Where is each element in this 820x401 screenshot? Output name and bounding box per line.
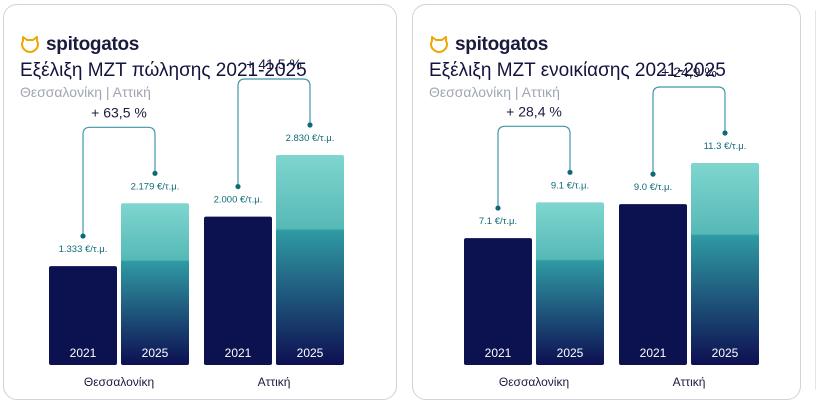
category-label-1: Αττική [673, 375, 706, 389]
category-label-0: Θεσσαλονίκη [499, 375, 569, 389]
connector-dot-2021-0 [495, 205, 501, 211]
connector-dot-2021-0 [80, 233, 86, 239]
change-percent-label-0: + 63,5 % [91, 104, 147, 120]
value-label-2021-0: 7.1 €/τ.μ. [479, 216, 517, 227]
bar-2021-1 [204, 216, 272, 365]
brand-name: spitogatos [455, 34, 549, 55]
bar-year-label-2021-1: 2021 [225, 346, 252, 360]
bar-year-label-2021-1: 2021 [640, 346, 667, 360]
bar-2025-0 [121, 203, 189, 365]
category-label-0: Θεσσαλονίκη [84, 375, 154, 389]
connector-dot-2025-0 [567, 169, 573, 175]
value-label-2025-1: 2.830 €/τ.μ. [286, 133, 335, 144]
brand-name: spitogatos [46, 34, 140, 55]
connector-dot-2025-1 [307, 122, 313, 128]
chart-title: Εξέλιξη ΜΖΤ πώλησης 2021-2025 [20, 60, 307, 81]
bar-2025-1 [691, 163, 759, 365]
chart-title: Εξέλιξη ΜΖΤ ενοικίασης 2021-2025 [429, 60, 726, 81]
value-label-2025-0: 2.179 €/τ.μ. [131, 181, 180, 192]
brand-logo: spitogatos [20, 33, 139, 57]
rent-price-chart-card: spitogatos Εξέλιξη ΜΖΤ ενοικίασης 2021-2… [412, 4, 801, 400]
change-percent-label-0: + 28,4 % [506, 103, 562, 119]
sale-bar-chart: 2021 2025 1.333 €/τ.μ. 2.179 €/τ.μ. + 63,5 %… [49, 56, 344, 389]
category-label-1: Αττική [258, 375, 291, 389]
value-label-2021-1: 2.000 €/τ.μ. [214, 195, 263, 206]
change-percent-label-1: + 41,5 % [246, 56, 302, 72]
brand-logo: spitogatos [429, 33, 548, 57]
change-connector-0 [82, 126, 156, 237]
chart-subtitle: Θεσσαλονίκη | Αττική [429, 84, 560, 100]
bar-2021-1 [619, 204, 687, 365]
bar-2021-0 [49, 266, 117, 365]
page-edge-divider [815, 10, 816, 390]
cat-logo-icon [430, 36, 448, 53]
chart-subtitle: Θεσσαλονίκη | Αττική [20, 84, 151, 100]
bar-year-label-2025-1: 2025 [712, 346, 739, 360]
change-connector-1 [237, 78, 311, 187]
connector-dot-2021-1 [650, 171, 656, 177]
value-label-2021-0: 1.333 €/τ.μ. [59, 244, 108, 255]
rent-bar-chart: 2021 2025 7.1 €/τ.μ. 9.1 €/τ.μ. + 28,4 % Θεσσ… [464, 64, 759, 389]
bar-year-label-2025-0: 2025 [142, 346, 169, 360]
cat-logo-icon [21, 36, 39, 53]
bar-2021-0 [464, 238, 532, 365]
bar-year-label-2025-0: 2025 [557, 346, 584, 360]
change-percent-label-1: + 24,9 % [661, 64, 717, 80]
value-label-2025-1: 11.3 €/τ.μ. [704, 141, 747, 152]
bar-year-label-2021-0: 2021 [485, 346, 512, 360]
connector-dot-2021-1 [235, 183, 241, 190]
connector-dot-2025-1 [722, 130, 728, 136]
value-label-2025-0: 9.1 €/τ.μ. [551, 180, 589, 191]
connector-dot-2025-0 [152, 170, 158, 176]
change-connector-1 [652, 86, 726, 175]
bar-year-label-2025-1: 2025 [297, 346, 324, 360]
bar-year-label-2021-0: 2021 [70, 346, 97, 360]
value-label-2021-1: 9.0 €/τ.μ. [634, 182, 672, 193]
bar-2025-1 [276, 155, 344, 365]
bar-2025-0 [536, 202, 604, 365]
change-connector-0 [497, 125, 571, 209]
sale-price-chart-card: spitogatos Εξέλιξη ΜΖΤ πώλησης 2021-2025… [3, 4, 397, 400]
